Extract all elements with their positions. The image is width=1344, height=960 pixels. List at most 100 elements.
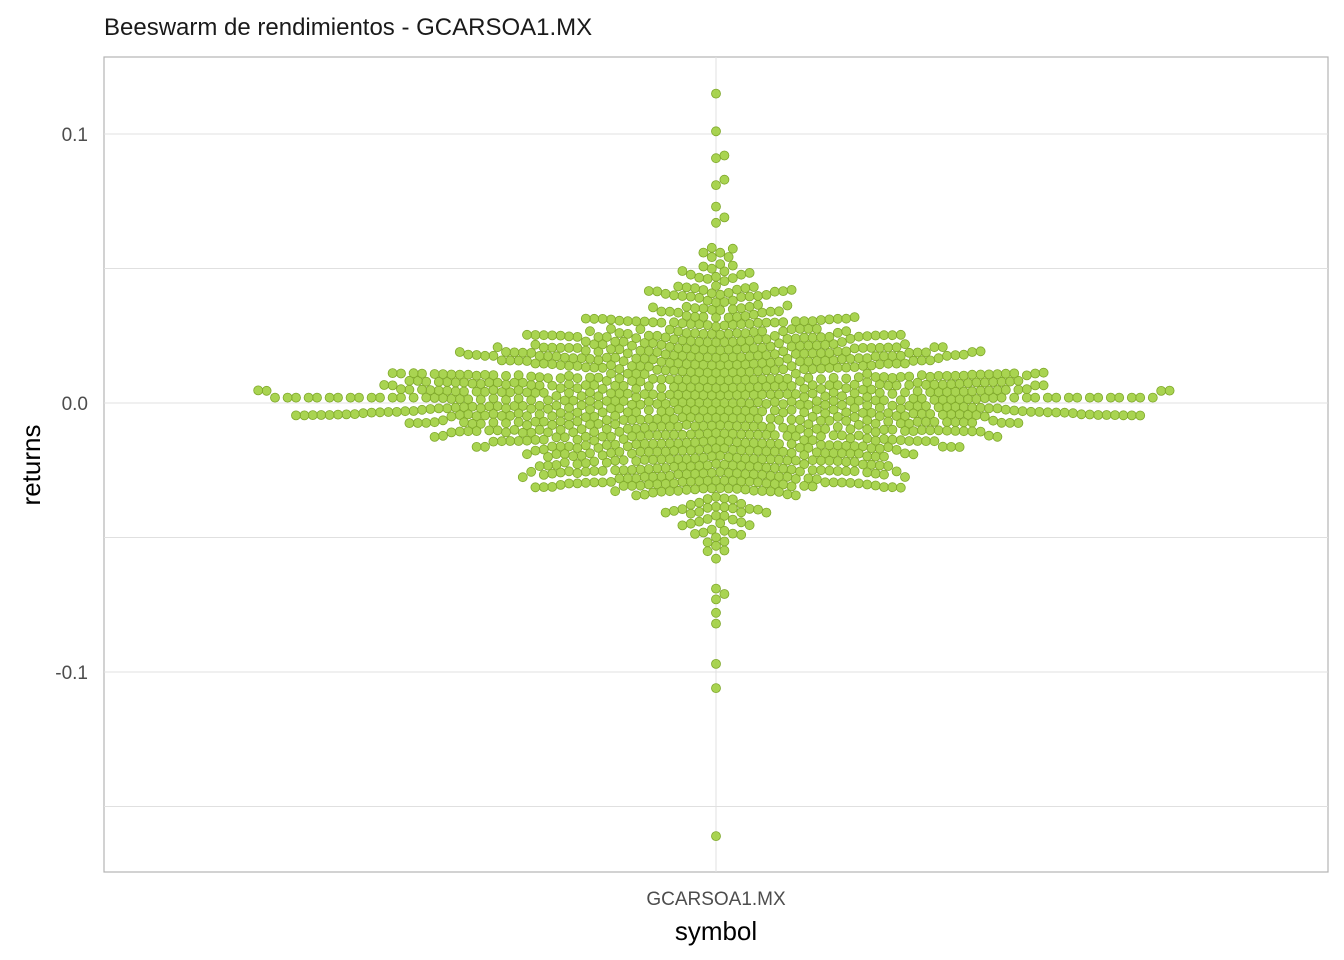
- data-point: [631, 490, 642, 501]
- data-point: [925, 425, 936, 436]
- data-point: [795, 376, 805, 387]
- data-point: [992, 403, 1003, 414]
- data-point: [786, 361, 797, 372]
- data-point: [664, 421, 675, 432]
- data-point: [799, 316, 810, 327]
- data-point: [786, 439, 797, 449]
- data-point: [786, 284, 797, 295]
- data-point: [454, 369, 465, 380]
- data-point: [669, 317, 679, 328]
- data-point: [811, 404, 822, 415]
- data-point: [664, 324, 675, 335]
- data-point: [601, 457, 612, 468]
- data-point: [765, 373, 776, 384]
- data-point: [589, 435, 600, 446]
- data-point: [887, 330, 898, 341]
- data-point: [753, 299, 763, 310]
- data-point: [488, 393, 499, 404]
- data-point: [639, 454, 650, 465]
- data-point: [698, 527, 709, 538]
- data-point: [786, 448, 797, 458]
- data-point: [673, 485, 684, 496]
- data-point: [937, 441, 948, 452]
- data-point: [622, 407, 633, 418]
- data-point: [782, 373, 793, 384]
- data-point: [866, 407, 877, 418]
- data-point: [711, 491, 721, 502]
- data-point: [849, 312, 860, 323]
- data-point: [765, 341, 776, 352]
- data-point: [967, 417, 978, 428]
- data-point: [564, 387, 574, 398]
- data-point: [610, 419, 621, 430]
- data-point: [1005, 417, 1015, 428]
- data-point: [828, 387, 839, 398]
- data-point: [610, 455, 621, 466]
- data-point: [711, 458, 721, 469]
- data-point: [711, 532, 721, 543]
- data-point: [643, 430, 654, 441]
- data-point: [669, 381, 679, 392]
- data-point: [757, 342, 768, 353]
- data-point: [1030, 392, 1041, 403]
- data-point: [992, 369, 1003, 380]
- data-point: [513, 385, 524, 395]
- data-point: [606, 388, 616, 399]
- data-point: [900, 339, 910, 350]
- data-point: [412, 418, 423, 428]
- data-point: [488, 370, 499, 381]
- data-point: [723, 252, 734, 262]
- data-point: [967, 386, 978, 397]
- data-point: [421, 417, 432, 428]
- data-point: [803, 427, 814, 438]
- data-point: [744, 413, 755, 424]
- data-point: [837, 391, 847, 402]
- data-point: [627, 414, 637, 425]
- data-point: [627, 480, 637, 491]
- data-point: [874, 443, 885, 454]
- data-point: [895, 482, 906, 493]
- data-point: [597, 477, 608, 488]
- data-point: [538, 342, 549, 353]
- data-point: [761, 317, 772, 328]
- data-point: [463, 426, 474, 437]
- data-point: [471, 441, 482, 452]
- data-point: [916, 355, 927, 366]
- data-point: [736, 507, 747, 518]
- data-point: [585, 448, 595, 459]
- data-point: [685, 269, 696, 280]
- data-point: [597, 450, 608, 461]
- data-point: [530, 482, 541, 493]
- data-point: [862, 479, 873, 490]
- data-point: [841, 326, 852, 337]
- data-point: [459, 386, 469, 397]
- data-point: [685, 445, 696, 456]
- data-point: [618, 415, 629, 425]
- data-point: [690, 311, 700, 322]
- data-point: [690, 303, 700, 314]
- data-point: [984, 403, 994, 414]
- data-point: [446, 427, 457, 438]
- data-point: [870, 330, 881, 341]
- data-point: [879, 372, 889, 382]
- data-point: [849, 362, 860, 373]
- data-point: [1126, 410, 1137, 421]
- data-point: [690, 283, 700, 294]
- data-point: [534, 461, 545, 472]
- data-point: [480, 369, 490, 380]
- data-point: [664, 389, 675, 400]
- data-point: [568, 353, 579, 364]
- data-point: [845, 448, 856, 459]
- data-point: [732, 328, 742, 339]
- data-point: [459, 417, 469, 428]
- data-point: [463, 349, 474, 360]
- data-point: [664, 486, 675, 497]
- data-point: [488, 350, 499, 361]
- data-point: [564, 342, 574, 353]
- data-point: [879, 482, 889, 493]
- data-point: [391, 406, 402, 417]
- data-point: [807, 380, 818, 391]
- data-point: [954, 378, 965, 389]
- data-point: [862, 451, 873, 462]
- data-point: [1147, 392, 1158, 403]
